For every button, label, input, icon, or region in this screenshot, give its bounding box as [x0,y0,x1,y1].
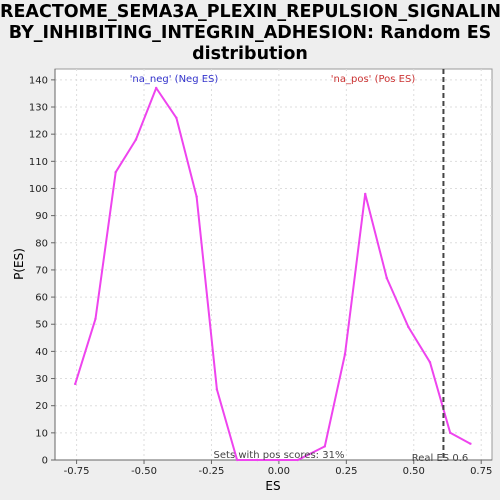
chart-title-line-2: BY_INHIBITING_INTEGRIN_ADHESION: Random … [8,23,492,43]
y-tick-label: 130 [29,103,48,114]
y-tick-label: 0 [42,456,48,467]
es-data-point [74,382,77,386]
y-tick-label: 80 [35,238,48,249]
es-data-point [407,325,410,329]
pos-es-label: 'na_pos' (Pos ES) [331,74,416,85]
y-tick-label: 60 [35,293,48,304]
es-data-point [154,86,158,90]
grid-lines [55,69,492,461]
es-data-point [448,431,452,435]
es-data-point [94,317,97,321]
series-layer [74,86,472,462]
es-data-point [235,458,239,462]
x-tick-label: 0.50 [403,466,425,477]
es-data-point [175,116,178,120]
plot-area [54,68,493,461]
es-data-point [385,276,388,280]
tick-marks-and-labels: 0 10 20 30 40 50 60 70 80 90 100 110 120 130 140 -0.75 -… [29,75,492,477]
x-axis-title: ES [265,479,280,493]
chart-title-line-3: distribution [192,44,308,64]
neg-es-label: 'na_neg' (Neg ES) [130,74,219,85]
es-data-point [114,170,117,174]
chart-title-line-1: REACTOME_SEMA3A_PLEXIN_REPULSION_SIGNALI… [0,2,500,22]
es-data-point [296,458,299,462]
y-tick-label: 110 [29,157,48,168]
es-data-point [364,192,367,196]
x-tick-label: -0.75 [64,466,90,477]
y-tick-label: 70 [35,265,48,276]
es-data-point [195,195,198,198]
y-tick-label: 40 [35,347,48,358]
es-data-point [134,138,138,141]
es-data-point [323,445,326,448]
x-tick-label: -0.25 [199,466,225,477]
real-es-label: Real ES 0.6 [412,453,468,464]
es-data-point [256,458,259,462]
pos-scores-note: Sets with pos scores: 31% [214,450,345,461]
chart-title: REACTOME_SEMA3A_PLEXIN_REPULSION_SIGNALI… [0,0,500,65]
es-data-point [215,388,219,391]
es-data-point [276,458,279,462]
es-distribution-line [74,87,471,461]
y-tick-label: 10 [35,428,48,439]
y-tick-label: 20 [35,401,48,412]
x-tick-label: -0.50 [131,466,157,477]
x-tick-label: 0.25 [335,466,357,477]
es-data-point [469,442,472,445]
y-tick-label: 100 [29,184,48,195]
y-tick-label: 120 [29,130,48,141]
y-tick-label: 90 [35,211,48,222]
es-data-point [343,352,347,356]
x-tick-label: 0.75 [470,466,492,477]
y-axis-title: P(ES) [12,248,26,280]
y-tick-label: 30 [35,374,48,385]
y-tick-label: 140 [29,75,48,86]
es-data-point [428,361,432,364]
x-tick-label: 0.00 [268,466,290,477]
y-tick-label: 50 [35,320,48,331]
